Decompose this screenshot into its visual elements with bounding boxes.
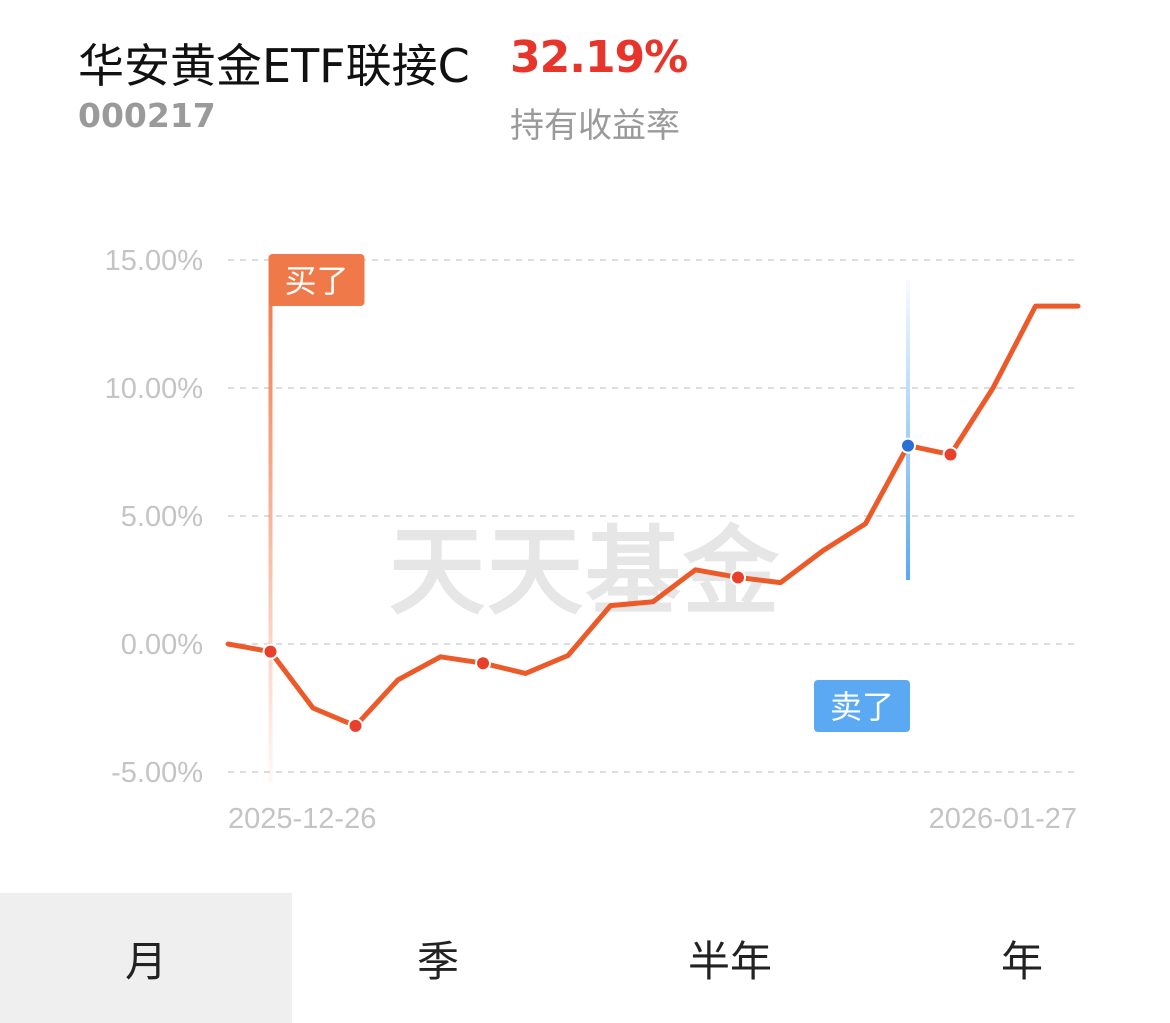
buy-marker-label: 买了 (284, 262, 348, 300)
y-axis-ticks: 15.00% 10.00% 5.00% 0.00% -5.00% (105, 245, 203, 789)
data-point (262, 643, 279, 660)
y-tick-label: 0.00% (121, 629, 203, 661)
buy-marker-line (268, 280, 273, 782)
data-point (730, 569, 746, 586)
y-tick-label: 15.00% (105, 245, 203, 277)
sell-marker-label: 卖了 (830, 688, 894, 726)
x-end-label: 2026-01-27 (929, 803, 1077, 835)
fund-name: 华安黄金ETF联接C (78, 39, 470, 93)
y-tick-label: -5.00% (111, 757, 203, 789)
tab-month[interactable]: 月 (0, 893, 292, 1023)
data-points (262, 437, 959, 734)
y-tick-label: 10.00% (105, 373, 203, 405)
data-point (347, 717, 364, 734)
fund-header: 华安黄金ETF联接C 000217 32.19% 持有收益率 (0, 0, 1170, 160)
sell-marker-badge (814, 680, 910, 732)
tab-half-year[interactable]: 半年 (687, 936, 772, 986)
series-line (225, 303, 1081, 729)
period-tabs: 月 季 半年 年 (0, 893, 1170, 1023)
grid-lines (228, 259, 1078, 773)
holding-yield-label: 持有收益率 (510, 106, 680, 146)
tab-quarter[interactable]: 季 (416, 936, 459, 986)
buy-marker-badge (268, 254, 365, 306)
holding-yield-value: 32.19% (510, 32, 688, 83)
x-start-label: 2025-12-26 (228, 803, 376, 835)
y-tick-label: 5.00% (121, 501, 203, 533)
data-point (942, 446, 959, 463)
tab-year[interactable]: 年 (1000, 936, 1043, 986)
sell-point (900, 437, 916, 454)
data-point (475, 655, 491, 672)
watermark-text: 天天基金 (389, 515, 781, 628)
sell-marker-line (906, 280, 910, 580)
fund-code: 000217 (78, 96, 216, 135)
